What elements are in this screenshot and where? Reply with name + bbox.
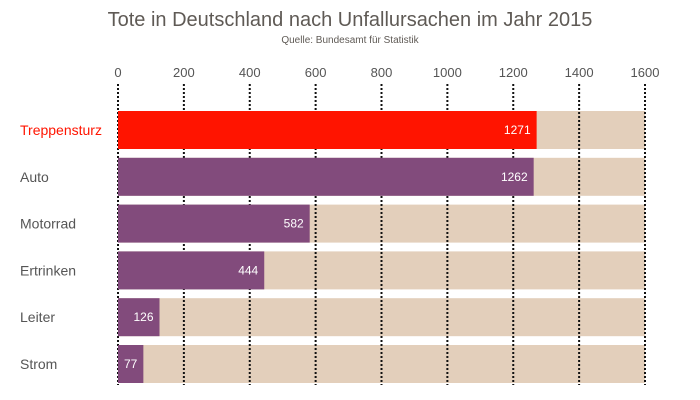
category-label: Treppensturz <box>20 122 102 138</box>
x-tick-label: 1400 <box>565 65 594 80</box>
chart-title: Tote in Deutschland nach Unfallursachen … <box>108 9 593 31</box>
data-label: 1262 <box>501 170 528 184</box>
x-tick-label: 600 <box>305 65 327 80</box>
x-tick-label: 1200 <box>499 65 528 80</box>
category-label: Auto <box>20 169 49 185</box>
data-label: 77 <box>124 357 138 371</box>
x-tick-label: 0 <box>114 65 121 80</box>
bar-strom <box>118 345 144 383</box>
chart-subtitle: Quelle: Bundesamt für Statistik <box>281 35 419 46</box>
category-label: Motorrad <box>20 216 76 232</box>
bar-treppensturz <box>118 111 537 149</box>
category-label: Ertrinken <box>20 262 76 278</box>
x-tick-label: 1600 <box>631 65 660 80</box>
bar-leiter <box>118 298 160 337</box>
bar-ertrinken <box>118 251 265 290</box>
x-tick-label: 800 <box>371 65 393 80</box>
bar-auto <box>118 157 534 196</box>
category-label: Strom <box>20 356 57 372</box>
x-tick-label: 200 <box>173 65 195 80</box>
data-label: 444 <box>238 263 258 277</box>
data-label: 582 <box>284 217 304 231</box>
category-label: Leiter <box>20 309 55 325</box>
data-label: 126 <box>133 310 153 324</box>
x-tick-label: 400 <box>239 65 261 80</box>
x-tick-label: 1000 <box>433 65 462 80</box>
data-label: 1271 <box>504 123 531 137</box>
bar-motorrad <box>118 204 310 243</box>
